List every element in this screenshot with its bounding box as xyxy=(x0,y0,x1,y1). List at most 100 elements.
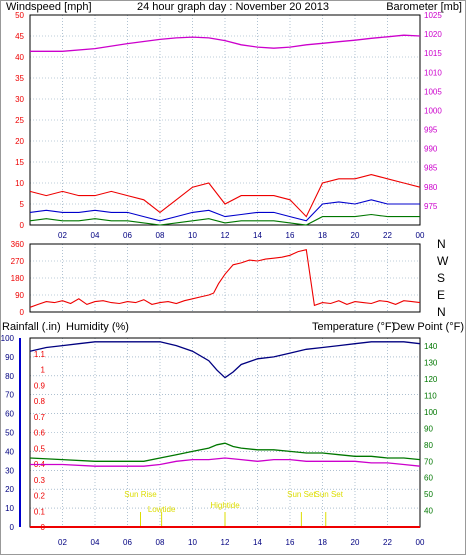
barometer-axis-label: Barometer [mb] xyxy=(386,1,462,13)
env-x-tick-02: 02 xyxy=(58,538,67,547)
rain-y-tick-1.1: 1.1 xyxy=(34,350,46,359)
humidity-y-tick-60: 60 xyxy=(5,410,14,419)
wind-x-tick-08: 08 xyxy=(156,231,165,240)
temp-y-tick-120: 120 xyxy=(424,375,438,384)
wind-y-tick-30: 30 xyxy=(15,95,24,104)
wind-x-tick-18: 18 xyxy=(318,231,327,240)
wind-x-tick-10: 10 xyxy=(188,231,197,240)
humidity-y-tick-30: 30 xyxy=(5,466,14,475)
rain-y-tick-0.6: 0.6 xyxy=(34,429,46,438)
temp-y-tick-140: 140 xyxy=(424,342,438,351)
wind-series-low xyxy=(29,213,420,226)
temp-y-tick-70: 70 xyxy=(424,457,433,466)
temp-y-tick-100: 100 xyxy=(424,408,438,417)
env-x-tick-22: 22 xyxy=(383,538,392,547)
wind-x-tick-06: 06 xyxy=(123,231,132,240)
rain-y-tick-0.3: 0.3 xyxy=(34,476,46,485)
temp-y-tick-90: 90 xyxy=(424,424,433,433)
compass-label-w: W xyxy=(437,254,449,268)
humidity-y-tick-0: 0 xyxy=(10,523,15,532)
wind-series-gust xyxy=(29,174,421,218)
humidity-axis-label: Humidity (%) xyxy=(66,321,129,333)
wind-y-tick-25: 25 xyxy=(15,116,24,125)
humidity-y-tick-70: 70 xyxy=(5,391,14,400)
wind-y-tick-35: 35 xyxy=(15,74,24,83)
annotation-label-sunrise: Sun Rise xyxy=(124,490,157,499)
compass-label-s: S xyxy=(437,271,445,285)
wind-y-tick-0: 0 xyxy=(20,221,25,230)
baro-y-tick-985: 985 xyxy=(424,164,438,173)
rainfall-axis-label: Rainfall (.in) xyxy=(2,321,61,333)
temp-y-tick-40: 40 xyxy=(424,507,433,516)
rain-y-tick-0.2: 0.2 xyxy=(34,492,46,501)
env-series-dew_point xyxy=(30,457,421,467)
annotation-label-hightide: Hightide xyxy=(210,501,240,510)
baro-y-tick-1000: 1000 xyxy=(424,106,442,115)
wind-x-tick-12: 12 xyxy=(221,231,230,240)
temp-y-tick-110: 110 xyxy=(424,392,437,401)
baro-y-tick-1010: 1010 xyxy=(424,68,442,77)
humidity-y-tick-10: 10 xyxy=(5,504,14,513)
dir-y-tick-180: 180 xyxy=(11,274,25,283)
env-x-tick-06: 06 xyxy=(123,538,132,547)
temp-y-tick-130: 130 xyxy=(424,359,438,368)
dir-y-tick-0: 0 xyxy=(20,308,25,317)
wind-y-tick-5: 5 xyxy=(20,200,25,209)
env-x-tick-16: 16 xyxy=(286,538,295,547)
humidity-y-tick-80: 80 xyxy=(5,372,14,381)
humidity-y-tick-100: 100 xyxy=(1,334,15,343)
baro-y-tick-980: 980 xyxy=(424,183,438,192)
wind-x-tick-22: 22 xyxy=(383,231,392,240)
wind-panel-frame xyxy=(29,14,421,226)
wind-y-tick-10: 10 xyxy=(15,179,24,188)
chart-title: 24 hour graph day : November 20 2013 xyxy=(137,1,329,13)
wind-x-tick-04: 04 xyxy=(91,231,100,240)
env-x-tick-18: 18 xyxy=(318,538,327,547)
temp-y-tick-60: 60 xyxy=(424,474,433,483)
annotation-label-sunset: Sun Set xyxy=(287,490,316,499)
wind-x-tick-20: 20 xyxy=(351,231,360,240)
baro-y-tick-1025: 1025 xyxy=(424,11,442,20)
env-x-tick-20: 20 xyxy=(351,538,360,547)
humidity-y-tick-90: 90 xyxy=(5,353,14,362)
wind-x-tick-16: 16 xyxy=(286,231,295,240)
env-x-tick-12: 12 xyxy=(221,538,230,547)
rain-y-tick-0.7: 0.7 xyxy=(34,413,46,422)
baro-y-tick-1005: 1005 xyxy=(424,87,442,96)
rain-y-tick-0.8: 0.8 xyxy=(34,397,46,406)
wind-y-tick-20: 20 xyxy=(15,137,24,146)
env-x-tick-14: 14 xyxy=(253,538,262,547)
baro-y-tick-1015: 1015 xyxy=(424,49,442,58)
direction-panel-frame xyxy=(29,243,421,313)
wind-series-avg xyxy=(29,199,420,222)
humidity-y-tick-40: 40 xyxy=(5,447,14,456)
env-x-tick-00: 00 xyxy=(416,538,425,547)
rain-y-tick-0.1: 0.1 xyxy=(34,507,46,516)
wind-y-tick-40: 40 xyxy=(15,53,24,62)
wind-y-tick-45: 45 xyxy=(15,32,24,41)
rain-y-tick-0.9: 0.9 xyxy=(34,381,46,390)
baro-y-tick-995: 995 xyxy=(424,126,438,135)
windspeed-axis-label: Windspeed [mph] xyxy=(6,1,92,13)
baro-y-tick-990: 990 xyxy=(424,145,438,154)
annotation-label-lowtide: Lowtide xyxy=(148,505,176,514)
wind-y-tick-50: 50 xyxy=(15,11,24,20)
chart-marks: 0510152025303540455097598098599099510001… xyxy=(1,11,443,547)
humidity-y-tick-20: 20 xyxy=(5,485,14,494)
direction-series-direction xyxy=(29,249,421,308)
compass-label-n-top: N xyxy=(437,237,446,251)
env-x-tick-08: 08 xyxy=(156,538,165,547)
wind-y-tick-15: 15 xyxy=(15,158,24,167)
env-x-tick-04: 04 xyxy=(91,538,100,547)
temp-y-tick-80: 80 xyxy=(424,441,433,450)
env-series-temperature xyxy=(29,442,421,462)
compass-label-n-bottom: N xyxy=(437,305,446,319)
wind-x-tick-02: 02 xyxy=(58,231,67,240)
humidity-y-tick-50: 50 xyxy=(5,429,14,438)
annotation-label-sunset2: Sun Set xyxy=(315,490,344,499)
env-x-tick-10: 10 xyxy=(188,538,197,547)
temperature-axis-label: Temperature (°F) xyxy=(312,321,395,333)
baro-y-tick-1020: 1020 xyxy=(424,30,442,39)
